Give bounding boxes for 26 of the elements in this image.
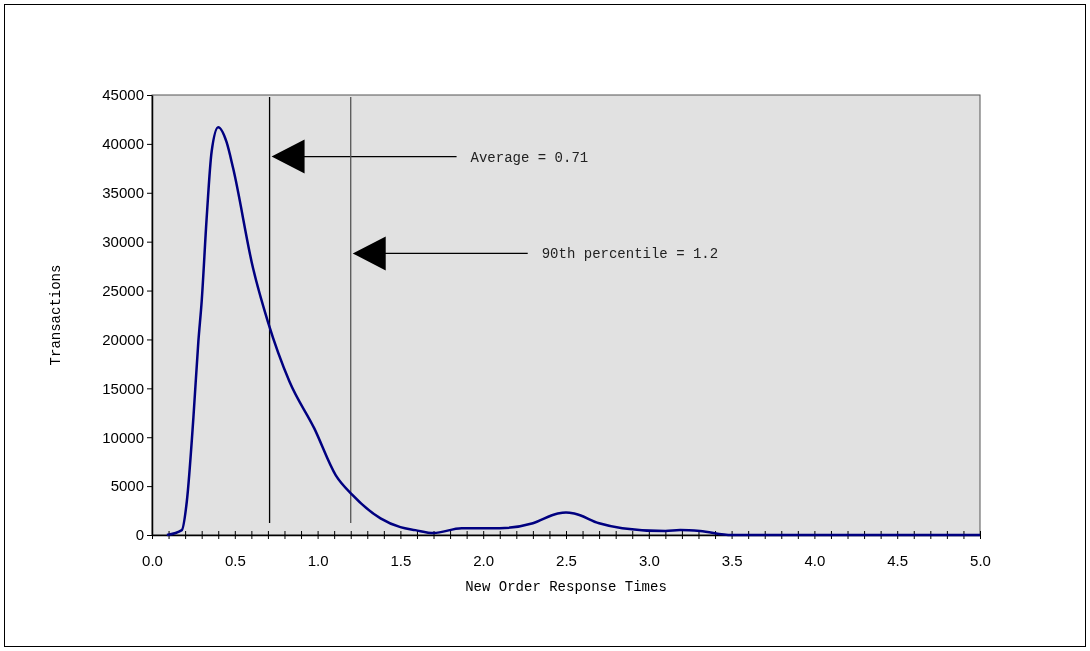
y-tick-label: 10000 <box>102 428 144 446</box>
x-tick-label: 4.0 <box>804 551 826 569</box>
x-tick-label: 3.0 <box>638 551 660 569</box>
y-tick-label: 5000 <box>110 477 144 495</box>
x-tick-label: 1.5 <box>390 551 412 569</box>
y-tick-label: 35000 <box>102 184 144 202</box>
x-tick-label: 4.5 <box>887 551 909 569</box>
x-tick-label: 5.0 <box>970 551 991 569</box>
y-tick-label: 40000 <box>102 135 144 153</box>
y-axis-title: Transactions <box>48 264 64 366</box>
x-tick-label: 0.0 <box>142 551 163 569</box>
x-tick-label: 1.0 <box>307 551 329 569</box>
y-tick-label: 20000 <box>102 330 144 348</box>
y-tick-label: 30000 <box>102 232 144 250</box>
y-tick-label: 0 <box>135 526 144 544</box>
line-series <box>165 126 982 537</box>
x-tick-label: 0.5 <box>224 551 246 569</box>
x-tick-label: 2.0 <box>473 551 495 569</box>
x-axis-title: New Order Response Times <box>465 579 667 595</box>
y-tick-label: 15000 <box>102 379 144 397</box>
annotation: 90th percentile = 1.2 <box>541 246 719 263</box>
x-tick-label: 2.5 <box>556 551 577 569</box>
y-tick-label: 45000 <box>102 86 144 104</box>
x-tick-label: 3.5 <box>721 551 743 569</box>
annotation: Average = 0.71 <box>470 149 589 166</box>
y-tick-label: 25000 <box>102 281 144 299</box>
